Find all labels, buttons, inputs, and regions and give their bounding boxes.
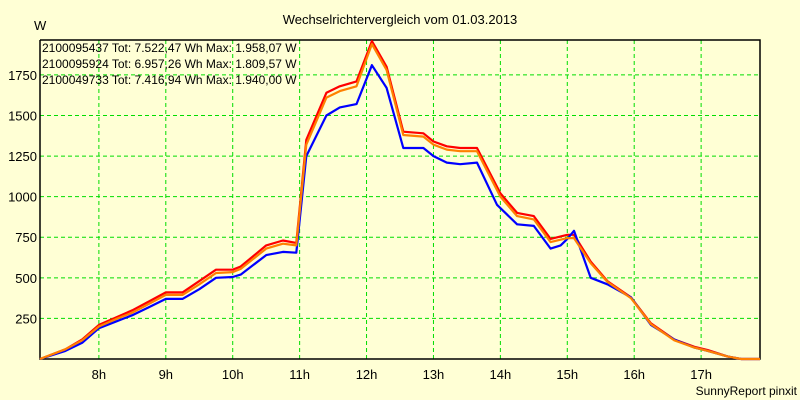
x-tick-label: 8h xyxy=(92,367,106,382)
legend: 2100095437 Tot: 7.522,47 Wh Max: 1.958,0… xyxy=(42,41,297,87)
legend-entry: 2100049733 Tot: 7.416,94 Wh Max: 1.940,0… xyxy=(42,73,297,87)
y-tick-label: 1750 xyxy=(8,68,37,83)
x-tick-label: 15h xyxy=(556,367,578,382)
series-group xyxy=(39,39,760,361)
x-tick-label: 10h xyxy=(222,367,244,382)
x-tick-label: 11h xyxy=(289,367,310,382)
y-tick-label: 750 xyxy=(15,230,37,245)
axes: 8h 9h 10h 11h 12h 13h 14h 15h 16h 17h 250 500 750 100… xyxy=(8,39,761,382)
y-tick-label: 1500 xyxy=(8,108,37,123)
y-tick-label: 1000 xyxy=(8,190,37,205)
x-tick-label: 13h xyxy=(423,367,445,382)
y-tick-label: 1250 xyxy=(8,149,37,164)
y-tick-label: 500 xyxy=(15,271,37,286)
y-tick-label: 250 xyxy=(15,311,37,326)
legend-entry: 2100095924 Tot: 6.957,26 Wh Max: 1.809,5… xyxy=(42,57,297,71)
grid xyxy=(40,40,760,359)
x-tick-label: 12h xyxy=(356,367,378,382)
series-line-2100095437 xyxy=(39,39,760,361)
x-tick-label: 17h xyxy=(690,367,712,382)
plot-frame xyxy=(39,39,761,360)
y-axis-label: W xyxy=(34,18,47,33)
footer-credit: SunnyReport pinxit xyxy=(696,384,798,398)
x-tick-label: 14h xyxy=(490,367,512,382)
series-line-2100049733 xyxy=(39,42,760,361)
series-line-2100095924 xyxy=(39,64,760,361)
x-tick-label: 16h xyxy=(623,367,645,382)
legend-entry: 2100095437 Tot: 7.522,47 Wh Max: 1.958,0… xyxy=(42,41,297,55)
x-tick-label: 9h xyxy=(159,367,173,382)
chart-title: Wechselrichtervergleich vom 01.03.2013 xyxy=(283,12,518,27)
